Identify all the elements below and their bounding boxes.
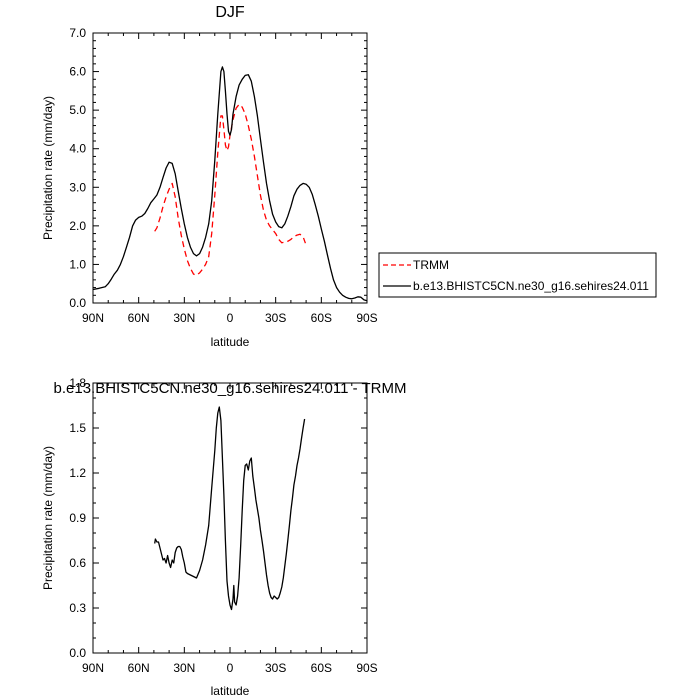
y-tick-label: 1.0 — [69, 257, 86, 271]
x-axis-label: latitude — [211, 684, 250, 698]
x-tick-label: 30N — [173, 661, 195, 675]
y-tick-label: 0.0 — [69, 646, 86, 660]
y-tick-label: 0.0 — [69, 296, 86, 310]
legend: TRMM b.e13.BHISTC5CN.ne30_g16.sehires24.0… — [378, 252, 657, 298]
y-axis-label: Precipitation rate (mm/day) — [41, 446, 55, 590]
chart-title: DJF — [215, 4, 245, 21]
chart-2: b.e13.BHISTC5CN.ne30_g16.sehires24.011 -… — [41, 376, 406, 698]
y-tick-label: 7.0 — [69, 26, 86, 40]
x-tick-label: 90N — [82, 661, 104, 675]
x-tick-label: 90S — [356, 311, 377, 325]
x-tick-label: 0 — [227, 311, 234, 325]
plot-frame — [92, 32, 368, 304]
y-tick-label: 5.0 — [69, 103, 86, 117]
x-tick-label: 90S — [356, 661, 377, 675]
x-tick-label: 90N — [82, 311, 104, 325]
x-tick-label: 60N — [128, 661, 150, 675]
legend-box — [378, 252, 657, 298]
plot-frame — [92, 382, 368, 654]
x-tick-label: 30N — [173, 311, 195, 325]
x-axis-label: latitude — [211, 335, 250, 349]
y-axis-label: Precipitation rate (mm/day) — [41, 96, 55, 240]
x-tick-label: 30S — [265, 311, 286, 325]
y-tick-label: 6.0 — [69, 65, 86, 79]
y-tick-label: 0.3 — [69, 601, 86, 615]
x-tick-label: 0 — [227, 661, 234, 675]
legend-label: TRMM — [413, 258, 449, 272]
x-tick-label: 60S — [311, 661, 332, 675]
y-tick-label: 0.6 — [69, 556, 86, 570]
x-tick-label: 60S — [311, 311, 332, 325]
series-line-series-1 — [154, 406, 306, 611]
legend-label: b.e13.BHISTC5CN.ne30_g16.sehires24.011 — [413, 279, 649, 293]
x-tick-label: 60N — [128, 311, 150, 325]
chart-1: DJF 90N 60N 30N 0 30S 60S 90S 0.0 1.0 2.0 3.0 4.0 5.0… — [41, 4, 657, 349]
y-tick-label: 1.8 — [69, 376, 86, 390]
x-tick-label: 30S — [265, 661, 286, 675]
y-tick-label: 4.0 — [69, 142, 86, 156]
y-tick-label: 1.2 — [69, 466, 86, 480]
y-tick-label: 0.9 — [69, 511, 86, 525]
y-tick-label: 3.0 — [69, 180, 86, 194]
y-tick-label: 1.5 — [69, 421, 86, 435]
series-line-trmm — [154, 103, 307, 276]
series-line-b — [92, 66, 368, 302]
y-tick-label: 2.0 — [69, 219, 86, 233]
